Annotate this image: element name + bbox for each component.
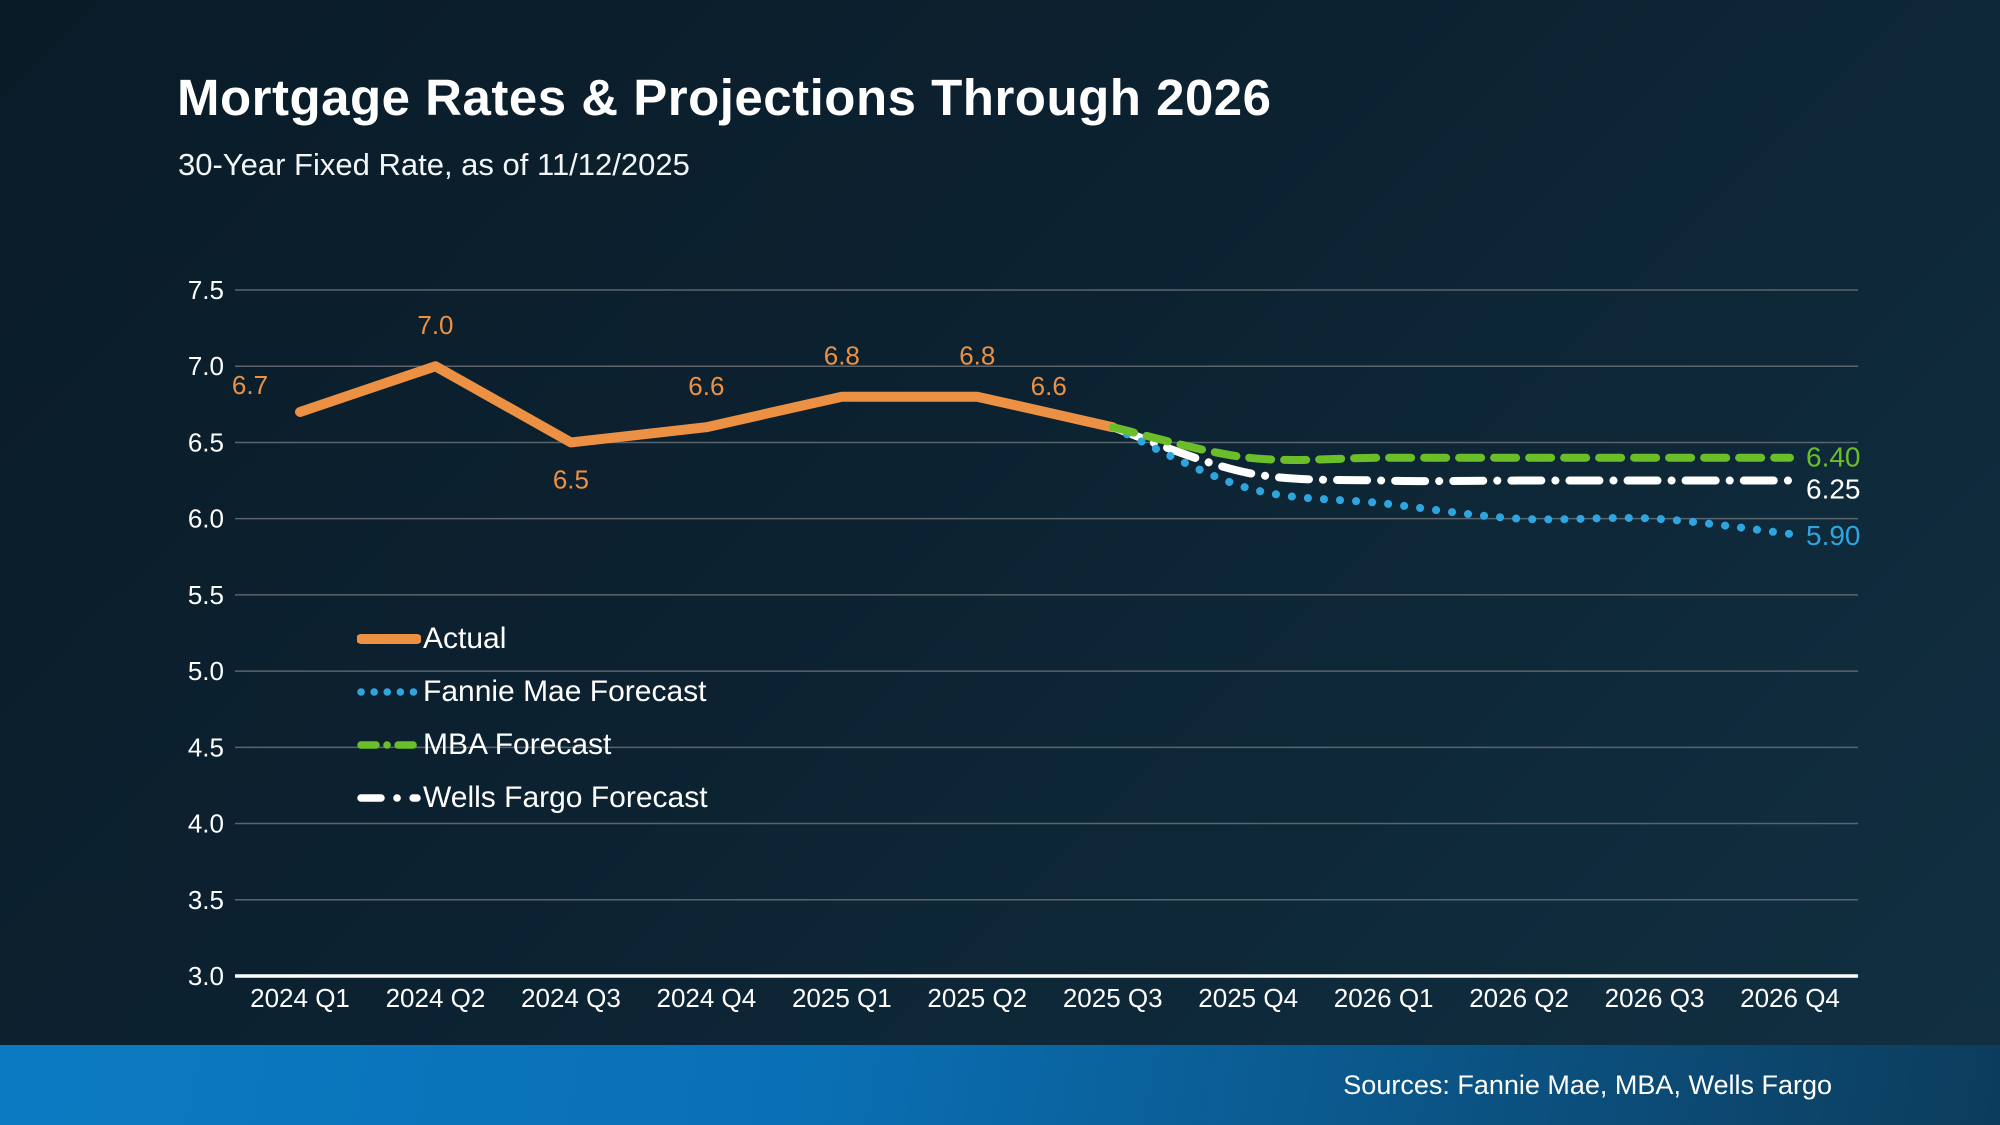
x-axis-tick-label: 2025 Q3 bbox=[1063, 983, 1163, 1013]
y-axis-tick-label: 4.5 bbox=[188, 732, 224, 762]
y-axis-tick-label: 7.5 bbox=[188, 275, 224, 305]
legend-label: Fannie Mae Forecast bbox=[423, 674, 707, 708]
x-axis-tick-label: 2024 Q4 bbox=[656, 983, 756, 1013]
sources-text: Sources: Fannie Mae, MBA, Wells Fargo bbox=[1343, 1069, 1832, 1100]
data-label: 6.7 bbox=[232, 370, 268, 400]
data-label: 6.6 bbox=[688, 371, 724, 401]
y-axis-tick-label: 3.0 bbox=[188, 961, 224, 991]
fannie-mae-forecast-line-swatch bbox=[357, 687, 421, 696]
legend-item-fannie-mae-forecast: Fannie Mae Forecast bbox=[357, 665, 708, 718]
y-axis-tick-label: 5.0 bbox=[188, 656, 224, 686]
x-axis-tick-label: 2025 Q2 bbox=[927, 983, 1027, 1013]
mba-forecast-line bbox=[1108, 423, 1794, 464]
x-axis-tick-label: 2026 Q1 bbox=[1334, 983, 1434, 1013]
y-axis-tick-label: 6.5 bbox=[188, 427, 224, 457]
x-axis-tick-label: 2024 Q3 bbox=[521, 983, 621, 1013]
data-label: 7.0 bbox=[417, 310, 453, 340]
footer-bar: Sources: Fannie Mae, MBA, Wells Fargo bbox=[0, 1045, 2000, 1125]
x-axis-tick-label: 2024 Q2 bbox=[386, 983, 486, 1013]
chart-legend: Actual Fannie Mae Forecast MBA Forecast Wel… bbox=[357, 612, 708, 824]
data-label: 6.5 bbox=[553, 464, 589, 494]
mba-forecast-line-swatch bbox=[357, 740, 421, 749]
data-label: 6.6 bbox=[1031, 371, 1067, 401]
legend-item-actual: Actual bbox=[357, 612, 708, 665]
actual-line-swatch bbox=[357, 633, 421, 644]
y-axis-tick-label: 3.5 bbox=[188, 885, 224, 915]
x-axis-tick-label: 2026 Q2 bbox=[1469, 983, 1569, 1013]
page-subtitle: 30-Year Fixed Rate, as of 11/12/2025 bbox=[178, 147, 690, 182]
data-label: 6.8 bbox=[959, 341, 995, 371]
end-value-label: 6.40 bbox=[1806, 442, 1861, 473]
y-axis-tick-label: 7.0 bbox=[188, 351, 224, 381]
end-value-label: 5.90 bbox=[1806, 520, 1861, 551]
actual-line bbox=[295, 361, 1118, 448]
y-axis-tick-label: 6.0 bbox=[188, 504, 224, 534]
legend-item-mba-forecast: MBA Forecast bbox=[357, 718, 708, 771]
x-axis-tick-label: 2026 Q4 bbox=[1740, 983, 1840, 1013]
page-title: Mortgage Rates & Projections Through 202… bbox=[177, 69, 1272, 126]
legend-label: Wells Fargo Forecast bbox=[423, 780, 708, 814]
x-axis-tick-label: 2025 Q1 bbox=[792, 983, 892, 1013]
data-label: 6.8 bbox=[824, 341, 860, 371]
legend-label: Actual bbox=[423, 621, 507, 655]
x-axis-tick-label: 2026 Q3 bbox=[1605, 983, 1705, 1013]
x-axis-tick-label: 2025 Q4 bbox=[1198, 983, 1298, 1013]
y-axis-tick-label: 4.0 bbox=[188, 809, 224, 839]
wells-fargo-forecast-line-swatch bbox=[357, 793, 421, 802]
legend-item-wells-fargo-forecast: Wells Fargo Forecast bbox=[357, 771, 708, 824]
legend-label: MBA Forecast bbox=[423, 727, 612, 761]
y-axis-tick-label: 5.5 bbox=[188, 580, 224, 610]
x-axis-tick-label: 2024 Q1 bbox=[250, 983, 350, 1013]
wells-fargo-forecast-line bbox=[1108, 423, 1794, 486]
end-value-label: 6.25 bbox=[1806, 474, 1861, 505]
header: Mortgage Rates & Projections Through 202… bbox=[177, 68, 1272, 183]
